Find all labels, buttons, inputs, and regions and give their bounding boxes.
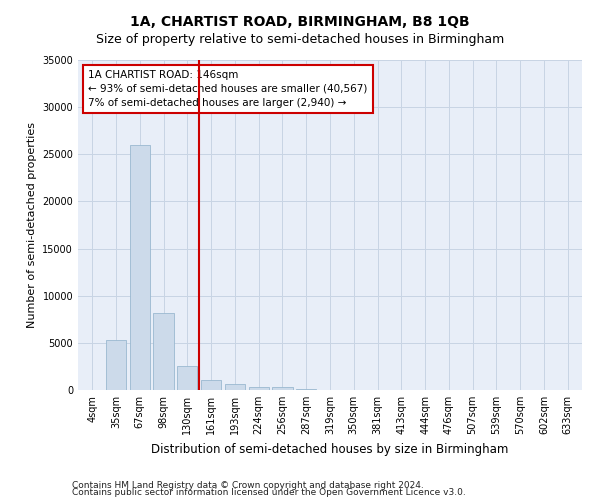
X-axis label: Distribution of semi-detached houses by size in Birmingham: Distribution of semi-detached houses by … xyxy=(151,442,509,456)
Text: Contains HM Land Registry data © Crown copyright and database right 2024.: Contains HM Land Registry data © Crown c… xyxy=(72,480,424,490)
Bar xyxy=(130,145,150,390)
Text: Contains public sector information licensed under the Open Government Licence v3: Contains public sector information licen… xyxy=(72,488,466,497)
Text: 1A, CHARTIST ROAD, BIRMINGHAM, B8 1QB: 1A, CHARTIST ROAD, BIRMINGHAM, B8 1QB xyxy=(130,15,470,29)
Bar xyxy=(177,366,197,390)
Y-axis label: Number of semi-detached properties: Number of semi-detached properties xyxy=(27,122,37,328)
Bar xyxy=(225,384,245,390)
Text: 1A CHARTIST ROAD: 146sqm
← 93% of semi-detached houses are smaller (40,567)
7% o: 1A CHARTIST ROAD: 146sqm ← 93% of semi-d… xyxy=(88,70,367,108)
Bar xyxy=(154,312,173,390)
Bar xyxy=(272,387,293,390)
Bar xyxy=(201,380,221,390)
Bar xyxy=(248,386,269,390)
Bar xyxy=(106,340,126,390)
Text: Size of property relative to semi-detached houses in Birmingham: Size of property relative to semi-detach… xyxy=(96,32,504,46)
Bar xyxy=(296,388,316,390)
